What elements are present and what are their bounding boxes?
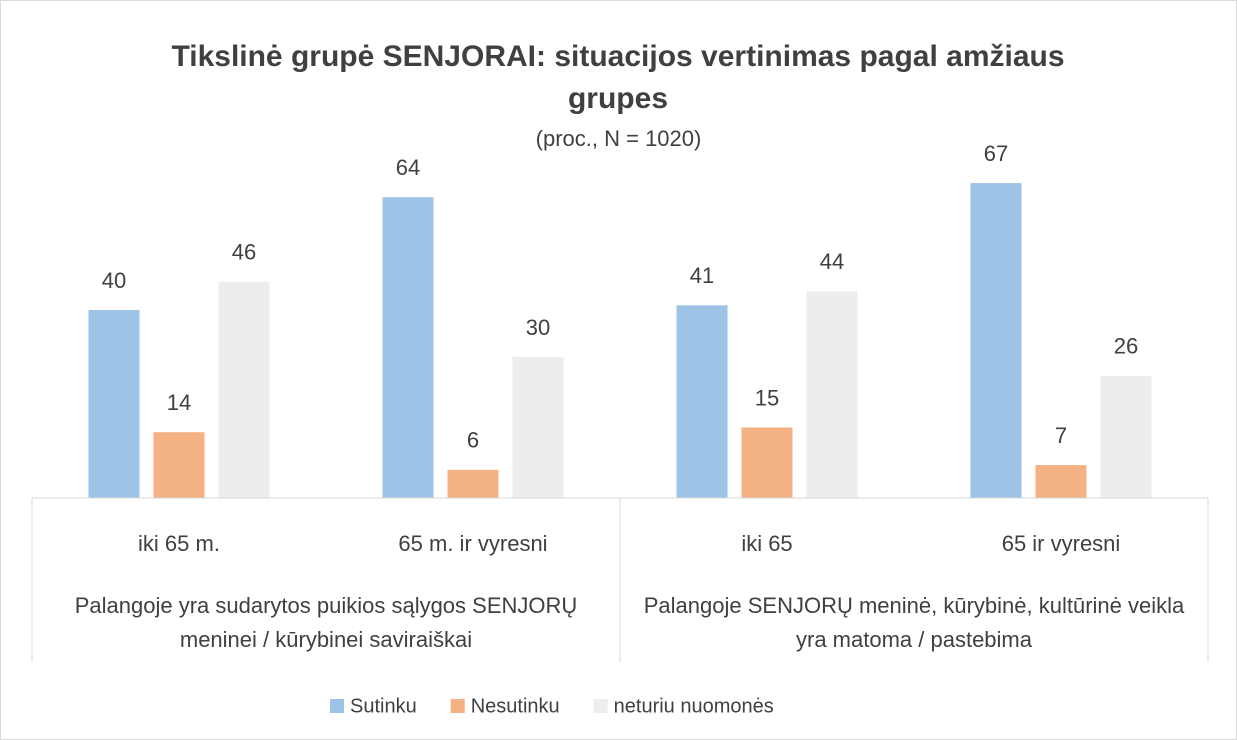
bar xyxy=(970,183,1022,498)
data-label: 67 xyxy=(984,141,1008,166)
bar xyxy=(512,357,564,498)
group-label: Palangoje yra sudarytos puikios sąlygos … xyxy=(74,593,578,652)
bar xyxy=(1100,375,1152,498)
bar xyxy=(153,432,205,498)
bar xyxy=(741,427,793,498)
data-label: 26 xyxy=(1114,334,1138,359)
chart-subtitle: (proc., N = 1020) xyxy=(535,126,702,151)
data-label: 41 xyxy=(690,263,714,288)
legend-label: Nesutinku xyxy=(471,695,560,717)
x-tick-label: iki 65 m. xyxy=(138,531,220,556)
bar xyxy=(382,197,434,498)
data-label: 64 xyxy=(396,155,420,180)
legend-label: Sutinku xyxy=(350,695,417,717)
data-label: 40 xyxy=(102,268,126,293)
data-label: 6 xyxy=(467,428,479,453)
x-tick-label: 65 m. ir vyresni xyxy=(398,531,547,556)
x-tick-label: iki 65 xyxy=(741,531,792,556)
bar xyxy=(218,281,270,498)
x-tick-label: 65 ir vyresni xyxy=(1002,531,1121,556)
group-label: Palangoje SENJORŲ meninė, kūrybinė, kult… xyxy=(643,593,1185,652)
legend-label: neturiu nuomonės xyxy=(614,695,774,717)
data-label: 14 xyxy=(167,390,191,415)
chart-title: Tikslinė grupė SENJORAI: situacijos vert… xyxy=(171,40,1065,115)
data-label: 7 xyxy=(1055,423,1067,448)
data-label: 46 xyxy=(232,240,256,265)
bar xyxy=(447,469,499,498)
legend-swatch xyxy=(450,699,465,713)
data-label: 30 xyxy=(526,315,550,340)
bar xyxy=(1035,465,1087,498)
bar xyxy=(806,291,858,498)
data-label: 44 xyxy=(820,249,844,274)
bar xyxy=(88,310,140,498)
legend-swatch xyxy=(330,699,344,713)
legend-swatch xyxy=(593,699,608,713)
data-label: 15 xyxy=(755,385,779,410)
bar xyxy=(676,305,728,498)
